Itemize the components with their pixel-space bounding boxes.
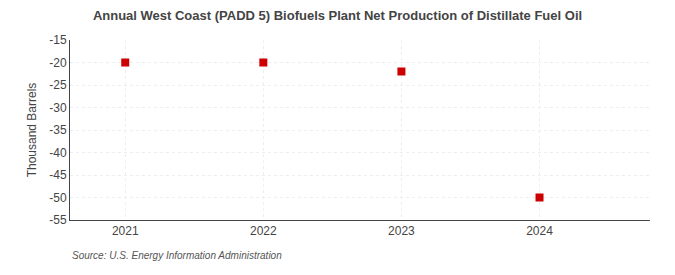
svg-text:-35: -35 <box>49 123 67 137</box>
svg-text:-15: -15 <box>49 33 67 47</box>
svg-text:-45: -45 <box>49 168 67 182</box>
svg-text:-20: -20 <box>49 56 67 70</box>
svg-text:Annual West Coast (PADD 5) Bio: Annual West Coast (PADD 5) Biofuels Plan… <box>93 8 582 23</box>
svg-text:-55: -55 <box>49 213 67 227</box>
svg-text:-50: -50 <box>49 191 67 205</box>
svg-text:2023: 2023 <box>388 224 415 238</box>
svg-text:Source: U.S. Energy Informatio: Source: U.S. Energy Information Administ… <box>72 250 282 261</box>
svg-text:-30: -30 <box>49 101 67 115</box>
svg-text:2022: 2022 <box>250 224 277 238</box>
svg-text:-25: -25 <box>49 78 67 92</box>
svg-text:2024: 2024 <box>526 224 553 238</box>
svg-text:Thousand Barrels: Thousand Barrels <box>25 83 39 178</box>
svg-text:-40: -40 <box>49 146 67 160</box>
svg-text:2021: 2021 <box>112 224 139 238</box>
